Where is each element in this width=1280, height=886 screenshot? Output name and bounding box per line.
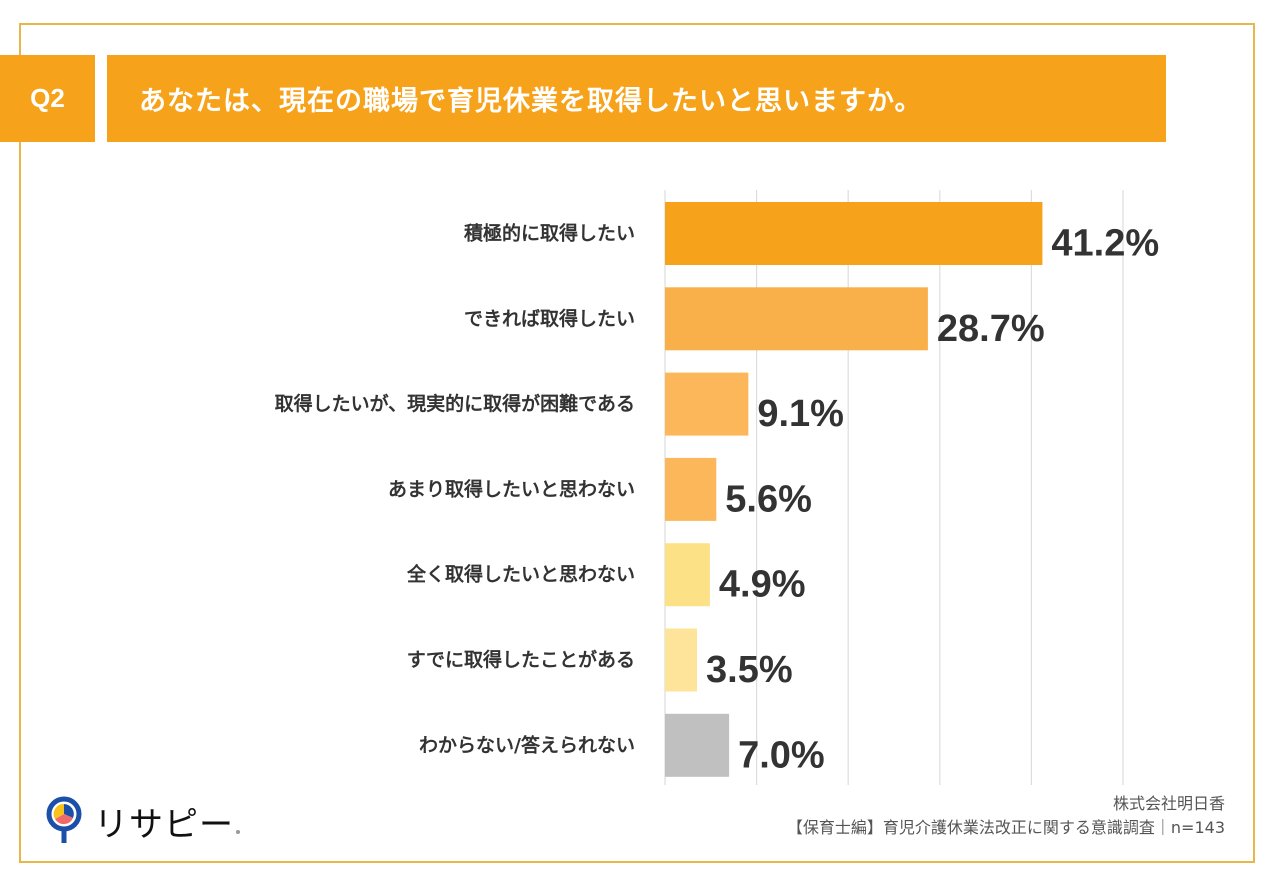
value-label-1: 41.2% xyxy=(1051,223,1159,265)
category-label-5: 全く取得したいと思わない xyxy=(406,563,635,586)
category-label-2: できれば取得したい xyxy=(464,307,635,330)
logo-text: リサピー xyxy=(94,804,234,845)
chart-frame xyxy=(19,23,1255,863)
category-label-3: 取得したいが、現実的に取得が困難である xyxy=(275,392,635,415)
category-label-6: すでに取得したことがある xyxy=(407,648,635,671)
value-label-5: 4.9% xyxy=(719,564,806,606)
question-title: あなたは、現在の職場で育児休業を取得したいと思いますか。 xyxy=(139,86,923,117)
logo: リサピー xyxy=(46,796,240,846)
question-number-badge: Q2 xyxy=(0,55,95,142)
value-label-2: 28.7% xyxy=(937,308,1045,350)
bar-3 xyxy=(665,372,749,436)
category-label-7: わからない/答えられない xyxy=(419,733,635,756)
question-number: Q2 xyxy=(30,83,65,113)
magnifier-pie-icon xyxy=(46,796,82,843)
value-label-6: 3.5% xyxy=(706,649,793,691)
logo-dot xyxy=(236,830,240,834)
bar-2 xyxy=(665,287,928,351)
value-label-3: 9.1% xyxy=(757,393,844,435)
value-label-7: 7.0% xyxy=(738,734,825,776)
bar-4 xyxy=(665,457,717,521)
value-label-4: 5.6% xyxy=(725,478,812,520)
bar-7 xyxy=(665,713,730,777)
bar-1 xyxy=(665,202,1043,265)
category-label-4: あまり取得したいと思わない xyxy=(388,477,635,500)
source-note: 株式会社明日香 【保育士編】育児介護休業法改正に関する意識調査｜n=143 xyxy=(787,792,1225,840)
survey-name: 【保育士編】育児介護休業法改正に関する意識調査｜n=143 xyxy=(786,818,1225,837)
company-name: 株式会社明日香 xyxy=(1112,794,1225,813)
category-label-1: 積極的に取得したい xyxy=(464,222,635,245)
question-title-bar: あなたは、現在の職場で育児休業を取得したいと思いますか。 xyxy=(107,55,1166,142)
bar-5 xyxy=(665,543,710,607)
bar-6 xyxy=(665,628,698,692)
